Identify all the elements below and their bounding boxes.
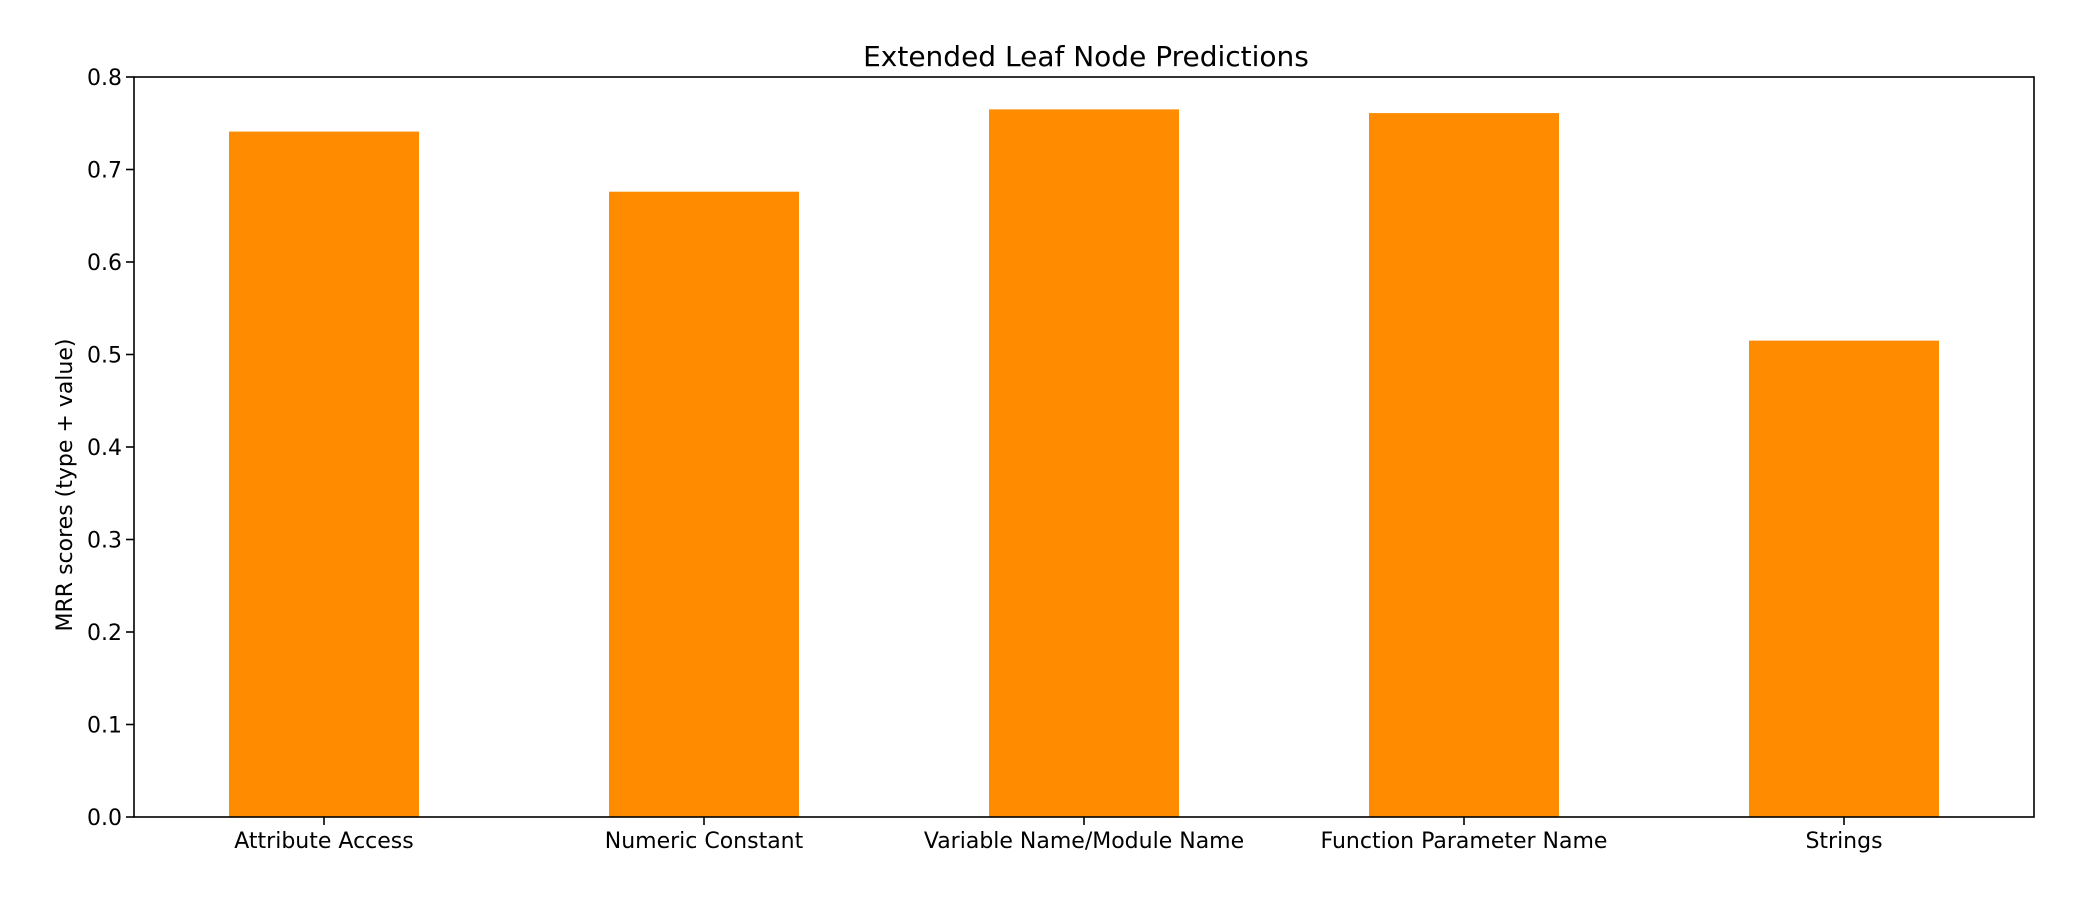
x-tick-label: Strings <box>1805 829 1882 854</box>
y-tick-label: 0.8 <box>87 66 122 91</box>
y-tick-label: 0.2 <box>87 621 122 646</box>
y-tick-label: 0.1 <box>87 714 122 739</box>
x-axis-ticks: Attribute Access Numeric Constant Variable… <box>234 817 1883 854</box>
x-tick-label: Attribute Access <box>234 829 413 854</box>
plot-frame <box>133 76 2035 818</box>
y-tick-label: 0.5 <box>87 344 122 369</box>
y-tick-label: 0.7 <box>87 159 122 184</box>
x-tick-label: Function Parameter Name <box>1321 829 1608 854</box>
y-axis-label: MRR scores (type + value) <box>53 339 78 632</box>
bars-group <box>229 109 1939 817</box>
bar-2 <box>609 191 799 817</box>
chart-title: Extended Leaf Node Predictions <box>863 40 1309 73</box>
bar-3 <box>989 109 1179 817</box>
y-tick-label: 0.0 <box>87 806 122 831</box>
bar-4 <box>1369 113 1559 817</box>
x-tick-label: Variable Name/Module Name <box>924 829 1244 854</box>
bar-1 <box>229 131 419 817</box>
y-tick-label: 0.6 <box>87 251 122 276</box>
y-axis-ticks: 0.0 0.1 0.2 0.3 0.4 0.5 0.6 0.7 0.8 <box>87 66 134 831</box>
y-tick-label: 0.4 <box>87 436 122 461</box>
bar-5 <box>1749 340 1939 817</box>
y-tick-label: 0.3 <box>87 529 122 554</box>
x-tick-label: Numeric Constant <box>605 829 804 854</box>
